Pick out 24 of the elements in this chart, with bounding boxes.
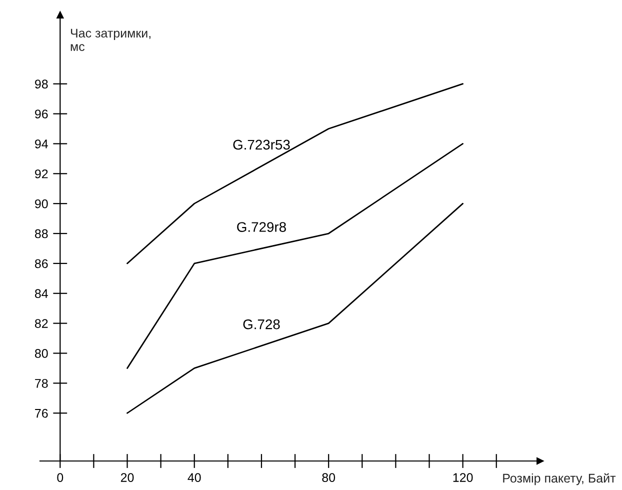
y-tick-label: 76 [35, 408, 48, 418]
y-tick-label: 92 [35, 169, 48, 178]
y-tick-label: 80 [34, 349, 48, 358]
y-tick-label: 86 [34, 259, 48, 268]
line-series [126, 202, 464, 414]
x-tick-label: 40 [188, 473, 201, 482]
y-tick-label: 98 [35, 80, 48, 88]
x-tick-label: 120 [453, 473, 473, 482]
y-tick-label: 82 [34, 319, 48, 328]
y-tick-label: 94 [35, 140, 48, 148]
x-tick-label: 0 [57, 473, 64, 482]
y-tick-label: 78 [35, 378, 48, 388]
series-label: G.729r8 [237, 222, 286, 232]
series-label: G.723r53 [233, 140, 290, 150]
x-tick-label: 80 [322, 473, 336, 482]
y-tick-label: 90 [35, 199, 48, 208]
x-axis-title: Розмір пакету, Байт [503, 473, 616, 486]
y-tick-label: 96 [35, 110, 48, 118]
line-series [126, 83, 464, 264]
series-label: G.728 [243, 319, 280, 330]
y-tick-label: 84 [34, 289, 48, 298]
y-tick-label: 88 [34, 229, 48, 238]
x-tick-label: 20 [120, 473, 134, 482]
y-axis-title: Час затримки, мс [70, 28, 150, 52]
